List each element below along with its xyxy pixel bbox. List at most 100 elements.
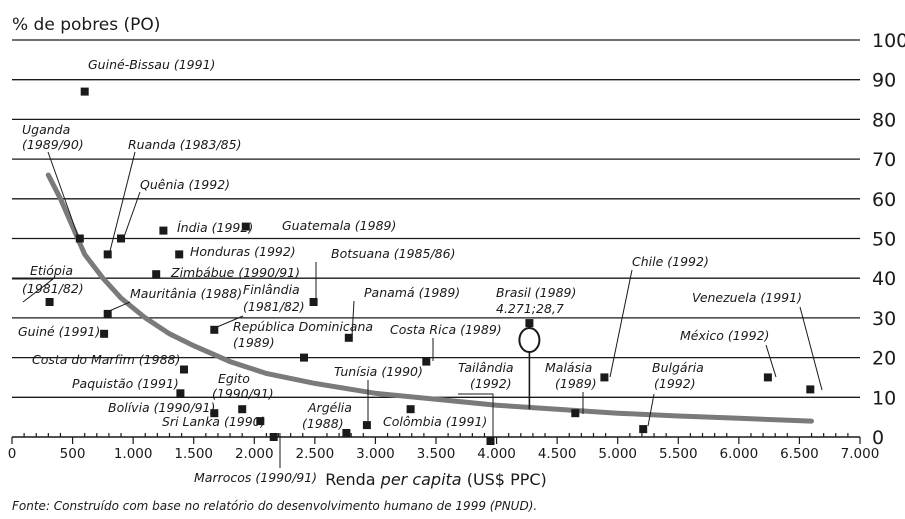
point-label-17: Costa Rica (1989) — [390, 322, 502, 337]
data-point-8 — [45, 298, 54, 306]
point-label-14: República Dominicana (1989) — [233, 319, 373, 350]
x-axis-title-part-3: (US$ PPC) — [462, 470, 547, 489]
y-tick-label-50: 50 — [872, 229, 896, 251]
y-tick-label-30: 30 — [872, 308, 896, 330]
data-point-7 — [152, 270, 161, 279]
point-label-30: Malásia (1989) — [545, 360, 597, 391]
point-label-6: Honduras (1992) — [190, 244, 296, 259]
data-point-20 — [806, 385, 815, 394]
x-tick-label-5000: 5.000 — [598, 446, 637, 462]
x-tick-label-0: 0 — [8, 446, 17, 462]
data-point-0 — [80, 87, 89, 96]
point-label-10: Guiné (1991) — [18, 324, 100, 339]
label-leader-29 — [458, 393, 494, 437]
data-point-13 — [344, 333, 353, 342]
point-label-9: Mauritânia (1988) — [130, 286, 242, 301]
data-point-23 — [210, 409, 219, 418]
x-tick-label-4500: 4.500 — [538, 446, 577, 462]
point-label-12: Botsuana (1985/86) — [331, 246, 455, 261]
x-tick-label-1500: 1.500 — [174, 446, 213, 462]
label-leader-19 — [609, 269, 633, 378]
label-leader-20 — [799, 306, 823, 391]
label-leader-13 — [351, 300, 355, 337]
data-point-4 — [159, 226, 168, 235]
point-label-27: Argélia (1988) — [302, 400, 352, 431]
point-label-5: Guatemala (1989) — [282, 218, 396, 233]
point-label-2: Ruanda (1983/85) — [128, 137, 241, 152]
data-points — [45, 87, 815, 445]
point-label-4: Índia (1992) — [177, 220, 253, 235]
x-tick-label-2500: 2.500 — [296, 446, 335, 462]
point-label-31: Bulgária (1992) — [652, 360, 704, 391]
point-label-7: Zimbábue (1990/91) — [170, 265, 300, 280]
point-label-24: Sri Lanka (1990) — [162, 414, 266, 429]
data-point-9 — [103, 309, 112, 318]
point-label-18: Brasil (1989) 4.271;28,7 — [496, 285, 576, 316]
data-point-5 — [241, 222, 250, 231]
trend-curve — [45, 172, 814, 424]
y-tick-label-80: 80 — [872, 109, 896, 131]
point-label-16: Paquistão (1991) — [72, 376, 179, 391]
point-label-15: Costa do Marfim (1988) — [32, 352, 180, 367]
point-label-28: Colômbia (1991) — [383, 414, 487, 429]
data-point-1 — [75, 234, 84, 243]
point-label-8: Etiópia (1981/82) — [22, 263, 84, 296]
data-point-17 — [422, 357, 431, 366]
point-label-23: Bolívia (1990/91) — [108, 400, 215, 415]
data-point-26 — [362, 421, 371, 430]
x-tick-label-2000: 2.000 — [235, 446, 274, 462]
x-tick-label-6000: 6.000 — [720, 446, 759, 462]
x-tick-label-500: 500 — [60, 446, 86, 462]
label-leader-11 — [216, 315, 244, 328]
y-tick-label-90: 90 — [872, 70, 896, 92]
data-point-3 — [117, 234, 125, 243]
x-tick-label-7000: 7.000 — [841, 446, 880, 462]
x-axis-title-part-1: Renda — [325, 470, 380, 489]
label-leader-3 — [123, 191, 141, 238]
x-axis-title: Renda per capita (US$ PPC) — [325, 470, 547, 489]
data-point-14 — [300, 353, 308, 362]
data-point-16 — [176, 389, 185, 398]
data-point-27 — [342, 429, 351, 437]
trend-curve-layer — [45, 172, 814, 424]
data-point-21 — [763, 373, 772, 382]
y-tick-label-10: 10 — [872, 387, 896, 409]
data-point-31 — [639, 425, 648, 434]
point-label-1: Uganda (1989/90) — [22, 122, 84, 152]
data-point-30 — [571, 409, 580, 418]
data-point-6 — [175, 250, 184, 259]
y-tick-label-0: 0 — [872, 427, 884, 449]
brasil-marker-ellipse — [518, 327, 541, 353]
point-label-20: Venezuela (1991) — [692, 290, 802, 305]
label-leader-2 — [108, 151, 136, 256]
data-point-18 — [525, 319, 534, 328]
x-tick-label-3500: 3.500 — [417, 446, 456, 462]
data-point-19 — [600, 373, 609, 382]
x-tick-label-3000: 3.000 — [356, 446, 395, 462]
y-tick-label-40: 40 — [872, 268, 896, 290]
point-label-11: Finlândia (1981/82) — [243, 282, 305, 314]
label-leader-21 — [765, 344, 777, 378]
point-label-3: Quênia (1992) — [140, 177, 230, 192]
data-point-12 — [309, 298, 318, 306]
gridlines — [12, 39, 860, 398]
x-axis-title-part-2: per capita — [380, 470, 462, 489]
point-label-0: Guiné-Bissau (1991) — [88, 57, 215, 72]
y-tick-label-20: 20 — [872, 348, 896, 370]
label-leader-1 — [47, 151, 80, 240]
y-tick-label-70: 70 — [872, 149, 896, 171]
point-label-29: Tailândia (1992) — [458, 360, 514, 391]
label-leader-8 — [12, 278, 55, 303]
x-tick-label-6500: 6.500 — [780, 446, 819, 462]
data-point-28 — [406, 405, 415, 414]
data-point-22 — [238, 405, 247, 414]
point-labels: Guiné-Bissau (1991) Uganda (1989/90) Ruanda… — [18, 57, 802, 485]
x-tick-label-4000: 4.000 — [477, 446, 516, 462]
point-label-13: Panamá (1989) — [364, 285, 460, 300]
axis-text: % de pobres (PO) Renda per capita (US$ P… — [8, 15, 905, 513]
data-point-15 — [180, 365, 188, 374]
x-tick-label-5500: 5.500 — [659, 446, 698, 462]
source-note: Fonte: Construído com base no relatório … — [12, 499, 537, 513]
